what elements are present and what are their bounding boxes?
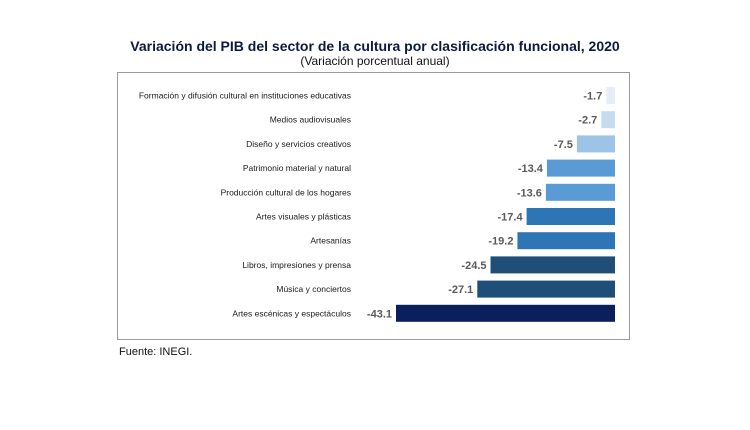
value-label: -1.7 — [583, 91, 602, 103]
bar-6 — [517, 232, 615, 250]
bar-9 — [396, 304, 615, 322]
bar-5 — [526, 208, 615, 225]
bar-2 — [576, 135, 615, 153]
source-note: Fuente: INEGI. — [119, 346, 193, 358]
category-label: Patrimonio material y natural — [243, 163, 351, 173]
category-label: Artes escénicas y espectáculos — [232, 308, 351, 318]
value-label: -2.7 — [578, 115, 597, 127]
value-label: -43.1 — [367, 308, 392, 320]
bar-4 — [545, 183, 615, 201]
category-label: Artes visuales y plásticas — [256, 212, 351, 222]
bar-3 — [546, 159, 615, 177]
category-label: Medios audiovisuales — [270, 115, 351, 125]
value-label: -13.6 — [517, 187, 542, 199]
value-label: -13.4 — [518, 163, 544, 175]
category-label: Producción cultural de los hogares — [221, 187, 351, 197]
value-label: -7.5 — [554, 139, 573, 151]
category-label: Música y conciertos — [276, 284, 351, 294]
chart-subtitle: (Variación porcentual anual) — [300, 54, 450, 68]
bar-7 — [490, 256, 615, 274]
category-label: Libros, impresiones y prensa — [242, 260, 351, 270]
bar-1 — [601, 111, 615, 129]
category-label: Artesanías — [310, 236, 351, 246]
bar-8 — [477, 280, 615, 298]
value-label: -19.2 — [488, 236, 513, 248]
category-label: Diseño y servicios creativos — [246, 139, 351, 149]
category-label: Formación y difusión cultural en institu… — [139, 91, 351, 101]
value-label: -17.4 — [498, 212, 524, 224]
bar-0 — [606, 87, 615, 104]
value-label: -27.1 — [448, 284, 473, 296]
chart-frame: Formación y difusión cultural en institu… — [117, 72, 630, 340]
chart-title: Variación del PIB del sector de la cultu… — [130, 38, 620, 54]
value-label: -24.5 — [461, 260, 486, 272]
bar-chart: Formación y difusión cultural en institu… — [139, 87, 615, 322]
